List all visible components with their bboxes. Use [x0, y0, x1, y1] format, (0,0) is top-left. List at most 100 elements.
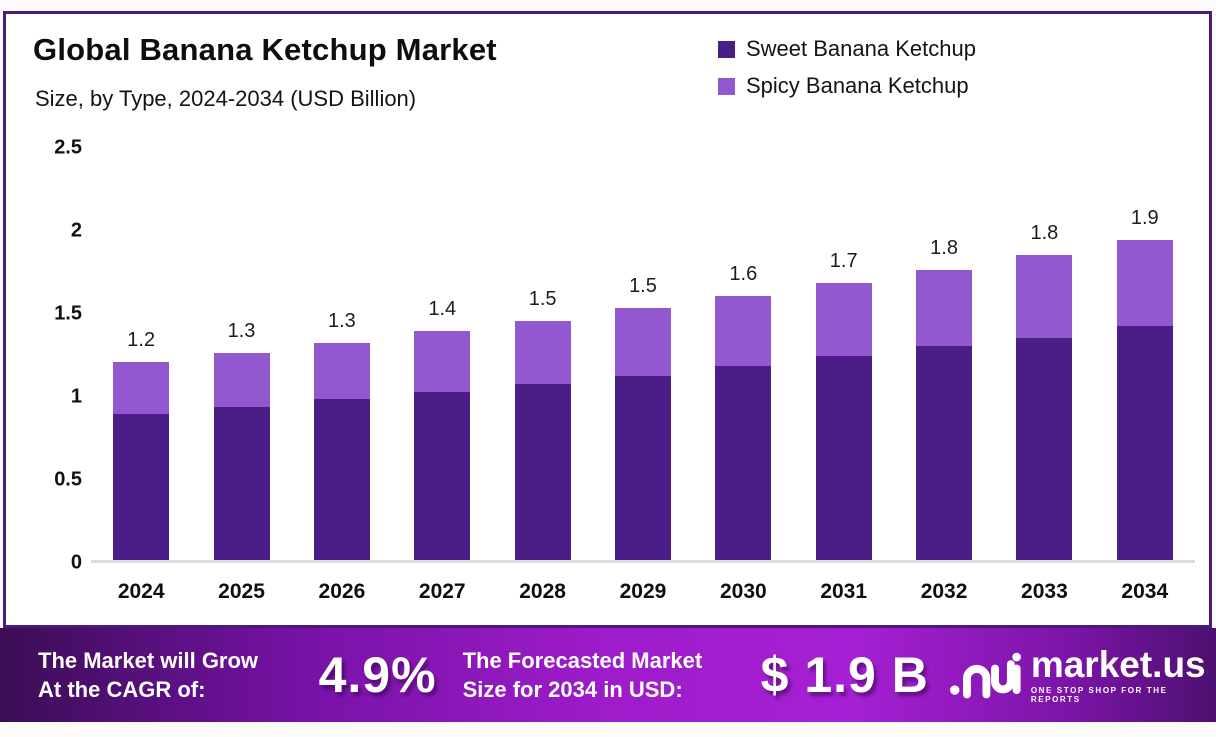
- stacked-bar: [514, 320, 571, 560]
- bar-segment-sweet: [113, 413, 170, 560]
- stacked-bar: [313, 342, 370, 560]
- forecast-description-line1: The Forecasted Market: [462, 647, 703, 673]
- bar-segment-spicy: [1116, 239, 1173, 326]
- chart: 0 0.5 1 1.5 2 2.5 1.2 1.3 1.3 1.4 1.5 1.5 1.6 1.7 1.8…: [6, 137, 1209, 628]
- bar-group-2029: 1.5: [593, 148, 693, 560]
- forecast-value: $ 1.9 B: [760, 647, 929, 703]
- x-axis-label: 2025: [218, 580, 265, 603]
- bar-group-2031: 1.7: [794, 148, 894, 560]
- bar-total-label: 1.9: [1130, 206, 1159, 229]
- legend-swatch-icon: [718, 77, 735, 95]
- bar-total-label: 1.3: [327, 309, 356, 332]
- bar-group-2025: 1.3: [191, 148, 291, 560]
- bar-segment-spicy: [313, 342, 370, 399]
- bar-total-label: 1.8: [930, 236, 958, 259]
- bar-total-label: 1.7: [829, 249, 858, 272]
- bar-segment-spicy: [213, 352, 270, 408]
- y-tick-label: 0.5: [54, 468, 82, 491]
- bar-total-label: 1.3: [227, 319, 256, 342]
- stacked-bar: [213, 352, 270, 560]
- stacked-bar: [1116, 239, 1173, 560]
- x-axis-label: 2032: [920, 580, 968, 603]
- legend-item-sweet: Sweet Banana Ketchup: [718, 36, 976, 62]
- y-axis: 0 0.5 1 1.5 2 2.5: [6, 137, 82, 574]
- plot-area: 1.2 1.3 1.3 1.4 1.5 1.5 1.6 1.7 1.8 1.8 1.9: [91, 148, 1195, 563]
- x-axis-label: 2027: [418, 580, 466, 603]
- bar-total-label: 1.6: [729, 263, 758, 286]
- cagr-description-line1: The Market will Grow: [38, 647, 259, 673]
- bar-segment-spicy: [815, 282, 872, 356]
- x-axis-label: 2028: [519, 580, 566, 603]
- bar-segment-sweet: [514, 384, 571, 560]
- y-tick-label: 0: [70, 551, 82, 574]
- y-tick-label: 1.5: [54, 302, 82, 325]
- legend-item-spicy: Spicy Banana Ketchup: [718, 73, 976, 99]
- bar-group-2033: 1.8: [994, 148, 1094, 560]
- x-axis-label: 2024: [117, 580, 165, 603]
- legend-label: Sweet Banana Ketchup: [746, 36, 976, 61]
- bar-group-2028: 1.5: [492, 148, 592, 560]
- stacked-bar: [815, 282, 872, 560]
- forecast-description: The Forecasted Market Size for 2034 in U…: [463, 646, 753, 704]
- bar-segment-spicy: [1016, 254, 1073, 338]
- x-axis: 2024 2025 2026 2027 2028 2029 2030 2031 2032 2033…: [91, 580, 1195, 604]
- bar-segment-sweet: [916, 345, 973, 560]
- bar-group-2030: 1.6: [693, 148, 793, 560]
- bar-segment-sweet: [614, 375, 671, 560]
- page-subtitle: Size, by Type, 2024-2034 (USD Billion): [35, 86, 417, 111]
- legend: Sweet Banana Ketchup Spicy Banana Ketchup: [718, 36, 976, 110]
- stacked-bar: [414, 330, 471, 560]
- bar-total-label: 1.4: [428, 297, 457, 320]
- bar-segment-sweet: [1116, 325, 1173, 560]
- bar-segment-spicy: [514, 320, 571, 385]
- x-axis-label: 2030: [719, 580, 767, 603]
- stacked-bar: [113, 362, 170, 560]
- bar-segment-spicy: [113, 362, 170, 414]
- brand-tagline: ONE STOP SHOP FOR THE REPORTS: [1030, 686, 1168, 704]
- bar-total-label: 1.5: [629, 274, 657, 297]
- brand-text: market.us ONE STOP SHOP FOR THE REPORTS: [1031, 646, 1216, 704]
- bar-segment-sweet: [414, 392, 471, 560]
- cagr-description-line2: At the CAGR of:: [38, 677, 206, 702]
- bar-group-2032: 1.8: [894, 148, 994, 560]
- forecast-description-line2: Size for 2034 in USD:: [462, 677, 683, 702]
- stacked-bar: [1016, 254, 1073, 560]
- x-axis-label: 2031: [820, 580, 868, 603]
- bar-total-label: 1.2: [127, 329, 156, 352]
- bar-total-label: 1.5: [528, 287, 557, 310]
- bar-group-2027: 1.4: [392, 148, 492, 560]
- cagr-value: 4.9%: [318, 647, 437, 703]
- stacked-bar: [715, 296, 772, 560]
- legend-swatch-icon: [718, 40, 735, 58]
- bar-segment-sweet: [815, 355, 872, 560]
- x-axis-label: 2034: [1121, 580, 1169, 603]
- page-title: Global Banana Ketchup Market: [33, 32, 497, 67]
- stacked-bar: [916, 269, 973, 560]
- bar-segment-sweet: [715, 365, 772, 560]
- x-axis-label: 2033: [1021, 580, 1068, 603]
- brand-name: market.us: [1030, 644, 1206, 685]
- bar-segment-spicy: [614, 307, 671, 376]
- bar-segment-spicy: [916, 269, 973, 346]
- chart-card: Global Banana Ketchup Market Size, by Ty…: [3, 11, 1212, 628]
- stacked-bar: [614, 307, 671, 560]
- marketus-logo-icon: [949, 652, 1021, 699]
- bar-group-2024: 1.2: [91, 148, 191, 560]
- bar-segment-sweet: [213, 407, 270, 560]
- y-tick-label: 2: [70, 219, 82, 242]
- bar-segment-sweet: [1016, 337, 1073, 560]
- bar-segment-spicy: [715, 296, 772, 366]
- footer-banner: The Market will Grow At the CAGR of: 4.9…: [0, 628, 1216, 722]
- x-axis-label: 2029: [619, 580, 667, 603]
- bar-segment-sweet: [313, 398, 370, 560]
- y-tick-label: 2.5: [54, 136, 82, 159]
- bar-group-2034: 1.9: [1095, 148, 1195, 560]
- bar-segment-spicy: [414, 330, 471, 393]
- y-tick-label: 1: [70, 385, 82, 408]
- bar-group-2026: 1.3: [292, 148, 392, 560]
- x-axis-label: 2026: [318, 580, 366, 603]
- bar-total-label: 1.8: [1030, 221, 1059, 244]
- legend-label: Spicy Banana Ketchup: [746, 73, 969, 98]
- brand: market.us ONE STOP SHOP FOR THE REPORTS: [949, 646, 1216, 704]
